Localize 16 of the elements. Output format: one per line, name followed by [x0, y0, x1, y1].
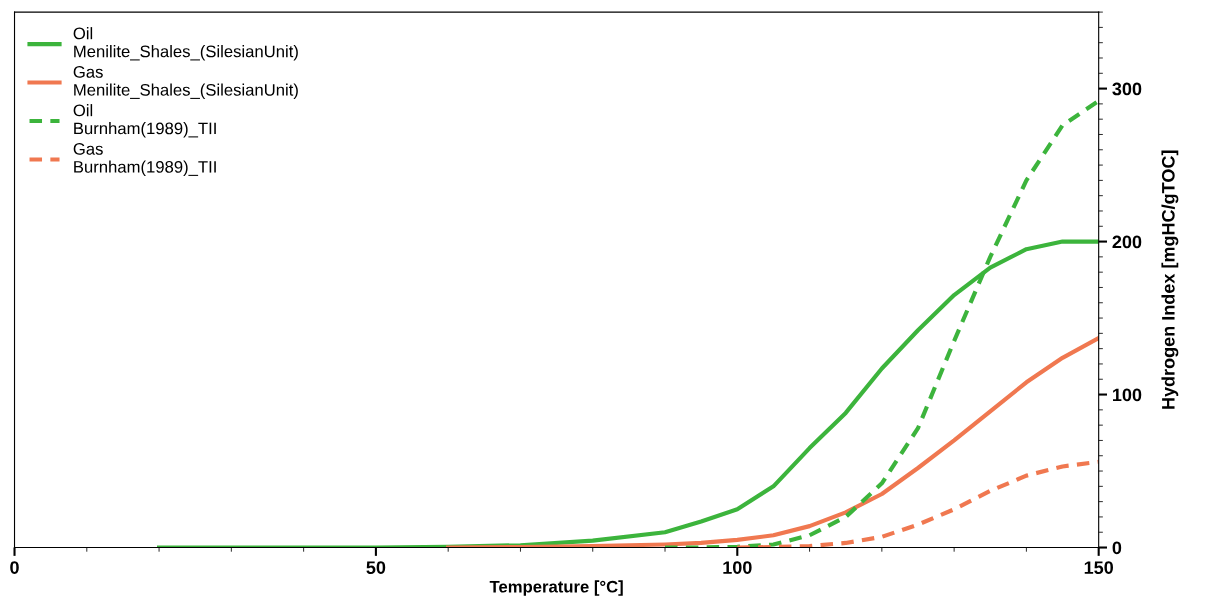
- y-tick-label: 300: [1112, 82, 1142, 96]
- legend-label: Oil Menilite_Shales_(SilesianUnit): [73, 27, 298, 61]
- y-tick-label: 200: [1112, 235, 1142, 249]
- x-tick-label: 150: [1084, 561, 1113, 574]
- x-tick-label: 0: [10, 561, 19, 574]
- y-tick-label: 100: [1113, 388, 1142, 402]
- line-series: [735, 459, 1099, 548]
- legend-label: Oil Burnham(1989)_TII: [73, 104, 216, 138]
- legend-label: Gas Menilite_Shales_(SilesianUnit): [73, 66, 298, 100]
- legend-label: Gas Burnham(1989)_TII: [73, 143, 216, 177]
- x-axis-title: Temperature [°C]: [489, 580, 623, 596]
- x-tick-label: 50: [366, 561, 386, 574]
- y-axis-title: Hydrogen Index [mgHC/gTOC]: [1161, 150, 1179, 409]
- y-tick-label: 0: [1112, 541, 1122, 555]
- line-series: [446, 335, 1099, 548]
- x-tick-label: 100: [723, 561, 752, 574]
